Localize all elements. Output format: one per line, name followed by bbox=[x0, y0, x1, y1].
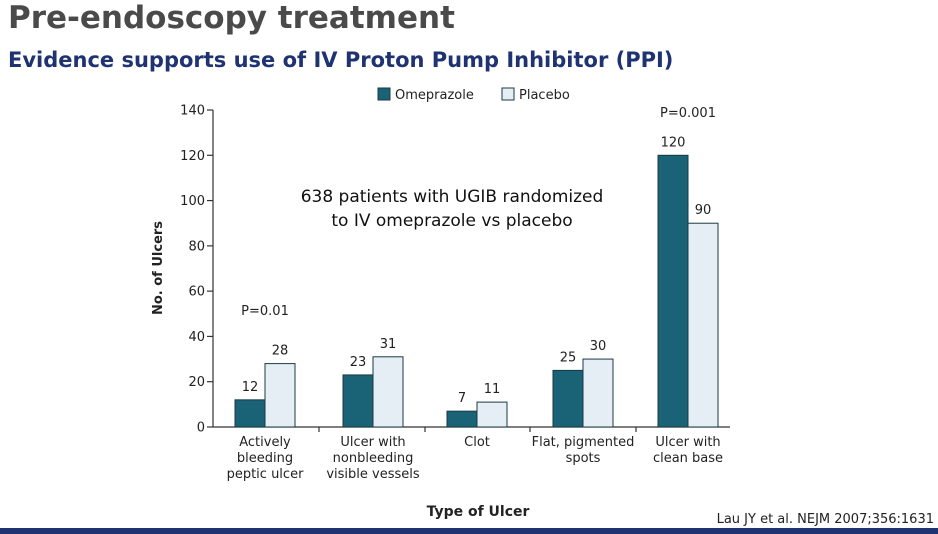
category-label: Ulcer with bbox=[655, 435, 720, 450]
data-label: 30 bbox=[590, 339, 607, 354]
slide-subtitle: Evidence supports use of IV Proton Pump … bbox=[8, 48, 674, 72]
category-label: spots bbox=[566, 451, 601, 466]
bar-placebo-1 bbox=[372, 356, 404, 428]
bar-placebo-4 bbox=[687, 222, 719, 428]
y-tick-label: 120 bbox=[180, 149, 205, 164]
data-label: 120 bbox=[661, 135, 686, 150]
citation: Lau JY et al. NEJM 2007;356:1631 bbox=[716, 512, 934, 527]
data-label: 12 bbox=[242, 380, 259, 395]
category-label: Clot bbox=[464, 435, 490, 450]
category-label: Flat, pigmented bbox=[532, 435, 635, 450]
p-value-annotation: P=0.01 bbox=[241, 304, 289, 319]
y-tick-label: 140 bbox=[180, 104, 205, 119]
note-text: 638 patients with UGIB randomized bbox=[301, 187, 604, 207]
data-label: 11 bbox=[484, 382, 501, 397]
p-value-annotation: P=0.001 bbox=[660, 106, 716, 121]
y-tick-label: 60 bbox=[188, 285, 205, 300]
note-text: to IV omeprazole vs placebo bbox=[331, 211, 572, 231]
data-label: 31 bbox=[380, 337, 397, 352]
bar-placebo-2 bbox=[476, 401, 508, 428]
slide-title: Pre-endoscopy treatment bbox=[8, 0, 455, 36]
y-tick-label: 80 bbox=[188, 239, 205, 254]
category-label: nonbleeding bbox=[333, 451, 414, 466]
y-tick-label: 40 bbox=[188, 330, 205, 345]
y-axis-label: No. of Ulcers bbox=[151, 221, 166, 315]
y-tick-label: 100 bbox=[180, 194, 205, 209]
bar-omeprazole-1 bbox=[342, 374, 374, 428]
data-label: 90 bbox=[695, 203, 712, 218]
bar-placebo-0 bbox=[264, 363, 296, 428]
bottom-bar bbox=[0, 528, 938, 534]
bar-omeprazole-0 bbox=[234, 399, 266, 428]
legend-swatch-placebo bbox=[501, 87, 515, 101]
legend-label: Omeprazole bbox=[395, 88, 474, 103]
data-label: 23 bbox=[350, 355, 367, 370]
category-label: clean base bbox=[653, 451, 723, 466]
legend-swatch-omeprazole bbox=[377, 87, 391, 101]
legend-label: Placebo bbox=[519, 88, 570, 103]
category-label: Actively bbox=[239, 435, 291, 450]
data-label: 7 bbox=[458, 391, 466, 406]
category-label: peptic ulcer bbox=[227, 467, 304, 482]
data-label: 28 bbox=[272, 344, 289, 359]
y-tick-label: 20 bbox=[188, 375, 205, 390]
y-tick-label: 0 bbox=[197, 421, 205, 436]
x-axis-label: Type of Ulcer bbox=[427, 504, 530, 520]
category-label: Ulcer with bbox=[340, 435, 405, 450]
bar-omeprazole-3 bbox=[552, 369, 584, 428]
bar-omeprazole-4 bbox=[657, 154, 689, 428]
category-label: visible vessels bbox=[326, 467, 420, 482]
data-label: 25 bbox=[560, 350, 577, 365]
bar-omeprazole-2 bbox=[446, 410, 478, 428]
bar-placebo-3 bbox=[582, 358, 614, 428]
category-label: bleeding bbox=[237, 451, 293, 466]
